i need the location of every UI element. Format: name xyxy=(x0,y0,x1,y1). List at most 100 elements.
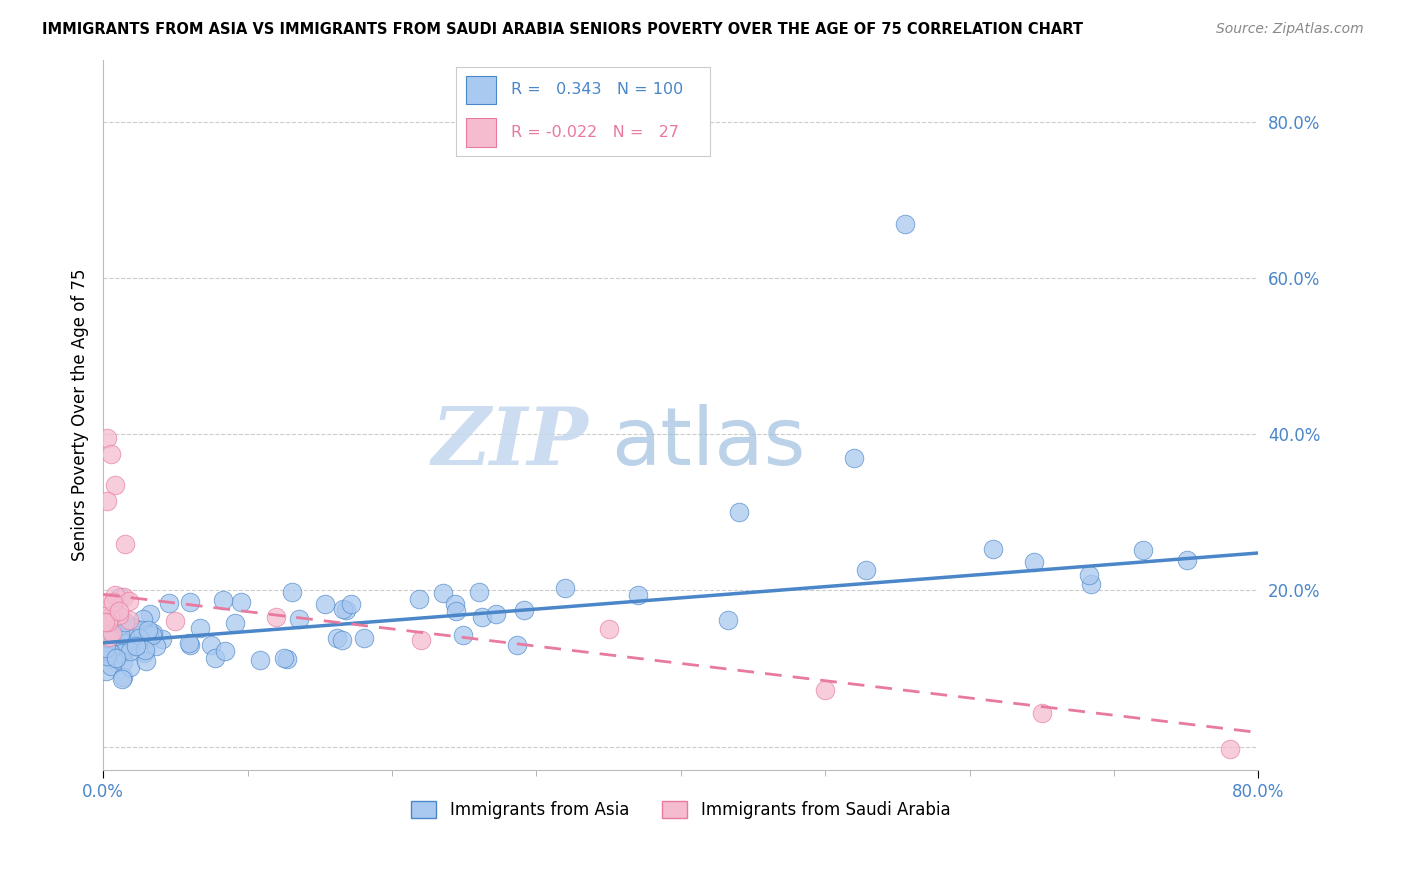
Point xyxy=(214,644,236,658)
Point xyxy=(179,638,201,652)
Point xyxy=(114,615,136,630)
Point xyxy=(118,644,141,658)
Point xyxy=(117,623,139,637)
Point xyxy=(108,647,131,661)
Point xyxy=(103,635,125,649)
Point xyxy=(200,639,222,653)
Point xyxy=(94,623,117,637)
Point xyxy=(485,607,508,621)
Point xyxy=(118,659,141,673)
Y-axis label: Seniors Poverty Over the Age of 75: Seniors Poverty Over the Age of 75 xyxy=(72,268,89,561)
Point xyxy=(281,584,304,599)
Point xyxy=(138,607,160,621)
Point xyxy=(96,431,118,445)
Point xyxy=(111,646,134,660)
Point xyxy=(598,622,620,636)
Point xyxy=(117,630,139,644)
Point xyxy=(121,631,143,645)
Point xyxy=(104,641,127,656)
Point xyxy=(335,603,357,617)
Point xyxy=(110,591,132,605)
Point xyxy=(288,612,311,626)
Point xyxy=(120,620,142,634)
Point xyxy=(468,585,491,599)
Point xyxy=(136,623,159,637)
Point xyxy=(114,635,136,649)
Point xyxy=(1177,553,1199,567)
Point xyxy=(108,627,131,641)
Point xyxy=(339,597,361,611)
Point xyxy=(842,450,865,465)
Point xyxy=(1132,543,1154,558)
Point xyxy=(1077,567,1099,582)
Point xyxy=(188,621,211,635)
Point xyxy=(432,585,454,599)
Point xyxy=(332,602,354,616)
Point xyxy=(273,650,295,665)
Point xyxy=(108,634,131,648)
Point xyxy=(103,478,125,492)
Point xyxy=(100,447,122,461)
Point xyxy=(97,615,120,629)
Point xyxy=(471,610,494,624)
Point xyxy=(112,670,135,684)
Point xyxy=(446,604,468,618)
Point xyxy=(114,626,136,640)
Point xyxy=(98,610,121,624)
Point xyxy=(513,602,536,616)
Point xyxy=(135,654,157,668)
Text: atlas: atlas xyxy=(612,404,806,483)
Text: IMMIGRANTS FROM ASIA VS IMMIGRANTS FROM SAUDI ARABIA SENIORS POVERTY OVER THE AG: IMMIGRANTS FROM ASIA VS IMMIGRANTS FROM … xyxy=(42,22,1083,37)
Point xyxy=(108,619,131,633)
Point xyxy=(444,597,467,611)
Point xyxy=(134,642,156,657)
Text: ZIP: ZIP xyxy=(432,404,588,482)
Point xyxy=(408,592,430,607)
Point xyxy=(276,651,298,665)
Point xyxy=(727,505,749,519)
Point xyxy=(141,628,163,642)
Point xyxy=(114,536,136,550)
Point xyxy=(981,542,1004,557)
Point xyxy=(93,597,115,611)
Point xyxy=(157,597,180,611)
Point xyxy=(93,615,115,629)
Point xyxy=(314,597,336,611)
Point xyxy=(108,607,131,622)
Point xyxy=(229,595,252,609)
Point xyxy=(132,612,155,626)
Point xyxy=(117,635,139,649)
Point xyxy=(111,655,134,669)
Point xyxy=(122,621,145,635)
Text: Source: ZipAtlas.com: Source: ZipAtlas.com xyxy=(1216,22,1364,37)
Point xyxy=(179,595,201,609)
Point xyxy=(142,626,165,640)
Point xyxy=(814,683,837,698)
Point xyxy=(101,595,124,609)
Point xyxy=(627,588,650,602)
Point xyxy=(108,604,131,618)
Point xyxy=(118,640,141,654)
Point xyxy=(115,623,138,637)
Point xyxy=(93,609,115,624)
Point xyxy=(115,642,138,657)
Point xyxy=(101,652,124,666)
Point xyxy=(326,631,349,645)
Point xyxy=(111,673,134,687)
Point xyxy=(330,632,353,647)
Point xyxy=(145,639,167,653)
Point xyxy=(165,615,187,629)
Point xyxy=(100,659,122,673)
Point xyxy=(124,639,146,653)
Point xyxy=(105,650,128,665)
Point xyxy=(150,632,173,647)
Point xyxy=(505,638,527,652)
Point xyxy=(134,646,156,660)
Point xyxy=(112,590,135,604)
Point xyxy=(554,581,576,595)
Point xyxy=(101,607,124,622)
Point xyxy=(249,653,271,667)
Point xyxy=(224,616,246,631)
Point xyxy=(94,618,117,632)
Point xyxy=(1080,576,1102,591)
